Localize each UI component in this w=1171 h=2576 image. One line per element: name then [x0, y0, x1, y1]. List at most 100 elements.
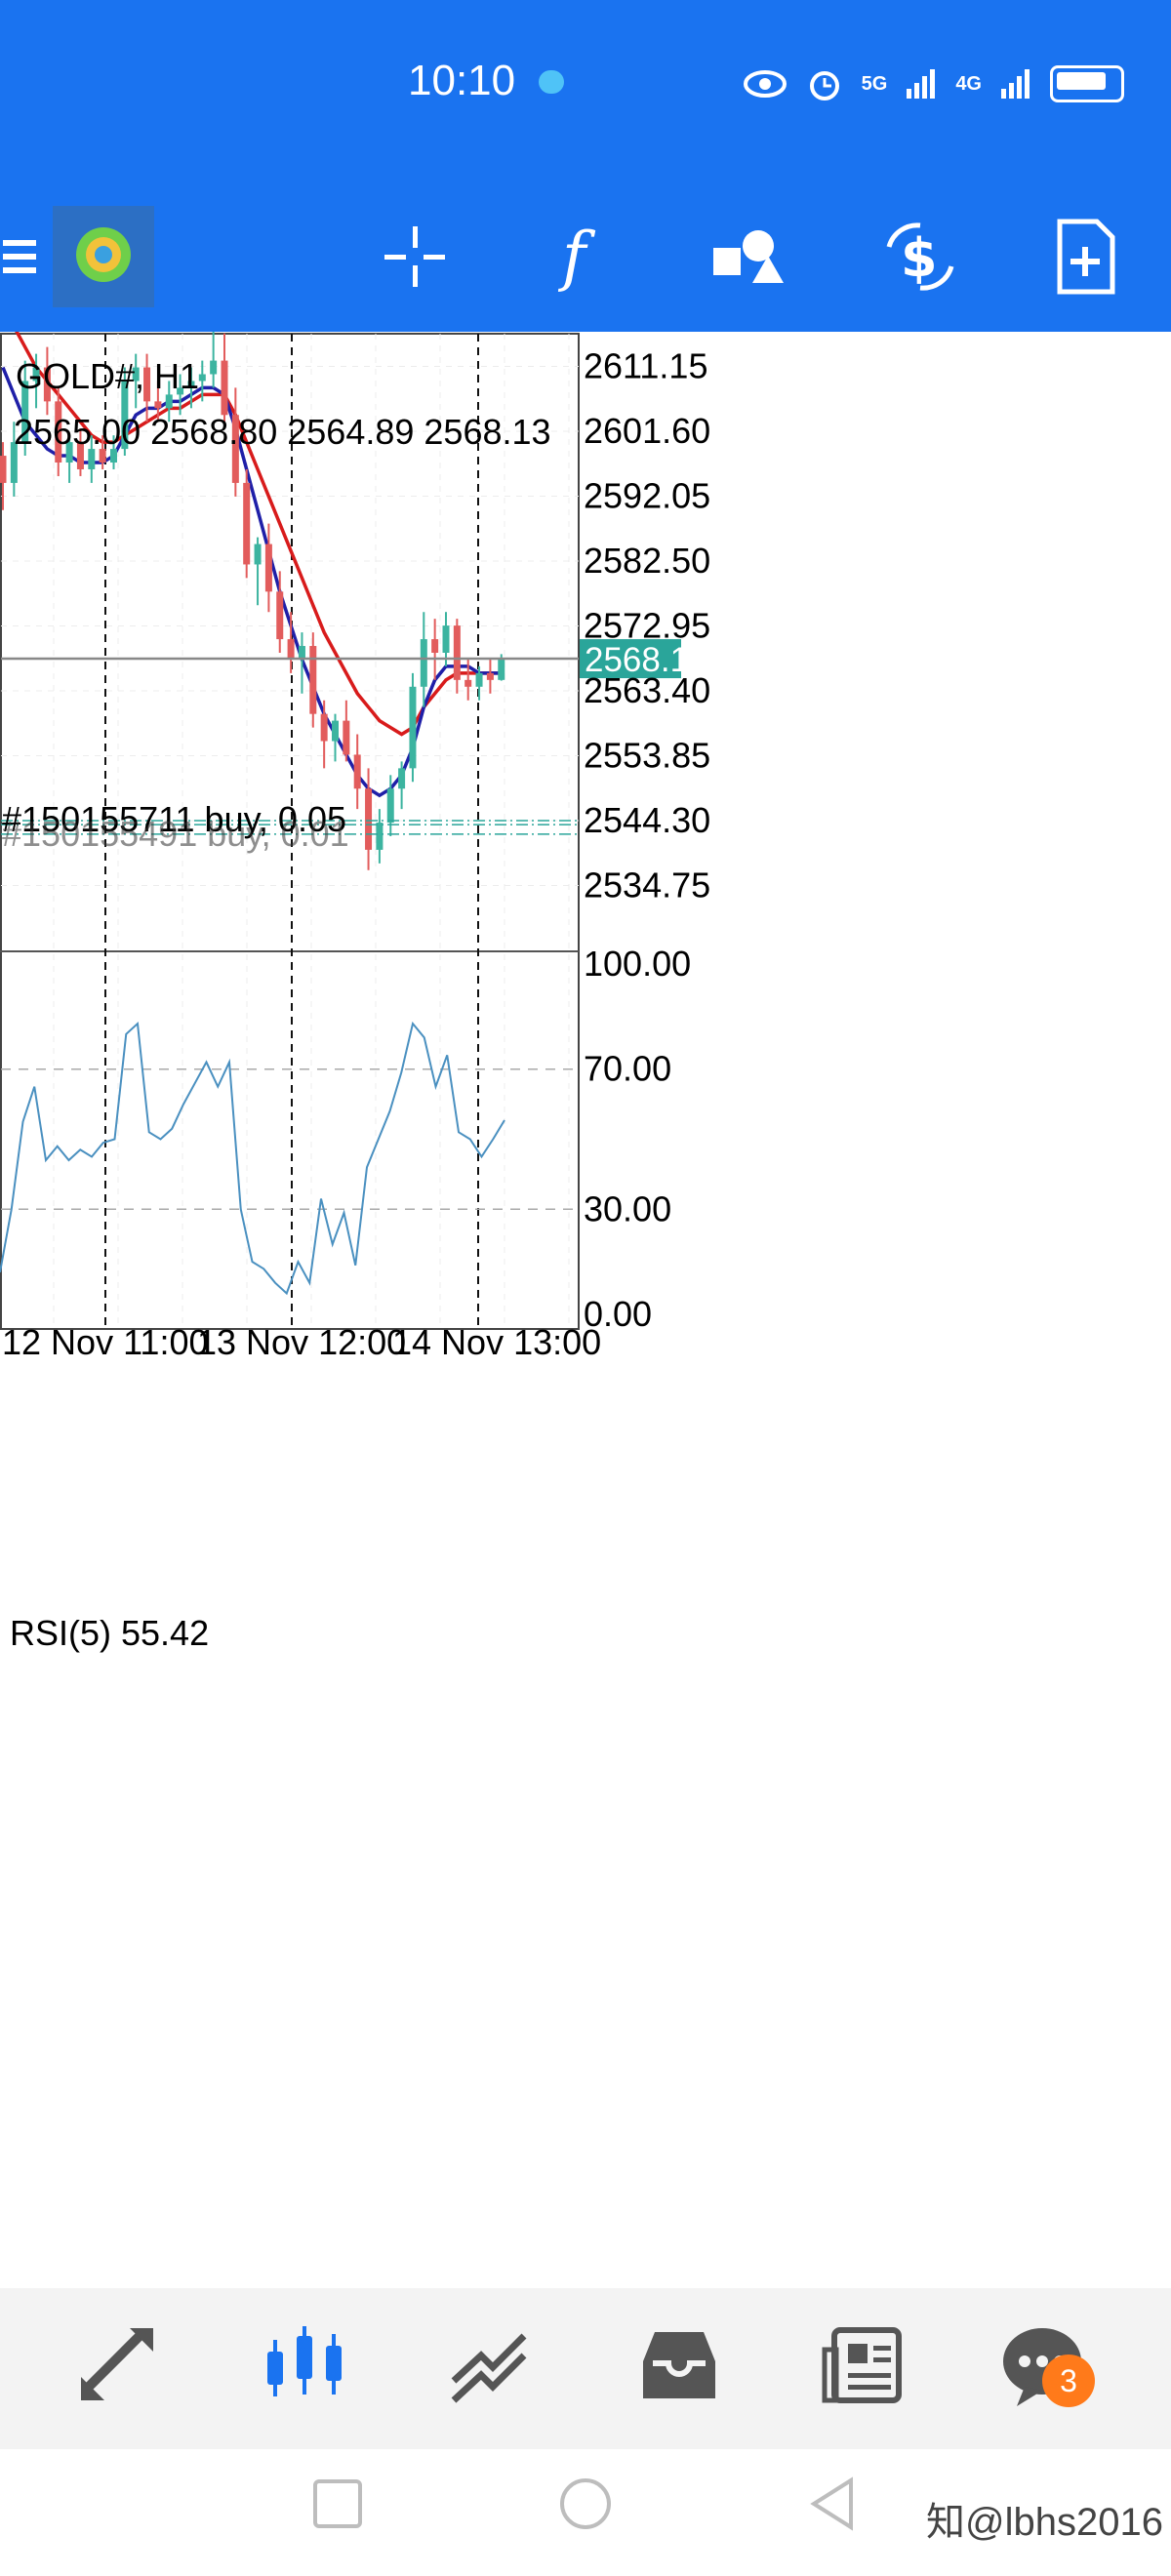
candle-body: [121, 381, 129, 450]
candle-body: [376, 823, 384, 850]
network-5g-label: 5G: [861, 72, 888, 95]
trade-icon: [451, 2333, 527, 2403]
nav-chat[interactable]: 3: [986, 2308, 1103, 2425]
candle-body: [143, 367, 151, 402]
price-tick: 2611.15: [584, 345, 707, 385]
candles: [0, 326, 505, 870]
news-icon: [822, 2327, 902, 2403]
candle-body: [475, 672, 483, 687]
nav-history[interactable]: [621, 2308, 738, 2425]
candle-body: [464, 679, 472, 687]
candle-body: [55, 401, 62, 463]
order-lines: 2568.13 #150155711 buy, 0.05#150155491 bu…: [1, 639, 708, 854]
svg-text:$: $: [901, 227, 938, 289]
candle-body: [88, 449, 96, 469]
candle-body: [132, 367, 140, 382]
candle-body: [99, 449, 106, 463]
network-4g-label: 4G: [955, 72, 982, 95]
candle-body: [398, 768, 406, 789]
candle-body: [110, 449, 117, 463]
watermark: 知@lbhs2016: [926, 2501, 1163, 2544]
current-price-label: 2568.13: [585, 641, 708, 679]
candle-body: [332, 720, 339, 742]
quotes-icon: [81, 2328, 153, 2400]
candle-body: [198, 374, 206, 382]
ma-blue-line: [1, 366, 502, 798]
price-tick: 2553.85: [584, 735, 710, 775]
new-order-icon[interactable]: [1042, 203, 1130, 310]
crosshair-icon[interactable]: [371, 203, 459, 310]
candle-body: [65, 442, 73, 463]
signal-icon-1: [907, 69, 936, 99]
candle-body: [343, 720, 350, 755]
candle-body: [243, 482, 251, 565]
objects-icon[interactable]: [705, 203, 792, 310]
candle-body: [43, 367, 51, 402]
candle-body: [264, 543, 272, 592]
status-bar: 10:10 5G 4G: [0, 0, 1171, 185]
price-tick: 2534.75: [584, 865, 710, 905]
grid-layer: [0, 236, 580, 1330]
candle-body: [76, 442, 84, 469]
alarm-icon: [809, 71, 839, 101]
candle-body: [154, 401, 162, 409]
candle-body: [486, 672, 494, 680]
candle-body: [420, 639, 427, 687]
time-tick: 14 Nov 13:00: [392, 1322, 601, 1362]
nav-chart[interactable]: [246, 2308, 363, 2425]
status-icons: 5G 4G: [743, 64, 1124, 103]
candle-body: [254, 543, 262, 565]
system-nav: [0, 2449, 1171, 2576]
price-tick: 2601.60: [584, 411, 710, 451]
candle-body: [165, 394, 173, 409]
candle-body: [386, 788, 394, 824]
rsi-tick: 30.00: [584, 1188, 671, 1228]
price-tick: 2592.05: [584, 475, 710, 515]
rsi-line: [0, 1021, 505, 1296]
trade-icon[interactable]: $: [876, 203, 964, 310]
chat-badge: 3: [1042, 2355, 1095, 2407]
plot-frame: [0, 333, 580, 1330]
rsi-tick: 100.00: [584, 944, 691, 984]
app-logo[interactable]: [51, 203, 156, 310]
candle-body: [498, 659, 505, 680]
battery-icon: [1050, 65, 1124, 102]
candle-body: [221, 360, 228, 416]
price-tick: 2544.30: [584, 800, 710, 840]
nav-trade[interactable]: [431, 2308, 548, 2425]
rsi-tick: 0.00: [584, 1294, 652, 1334]
home-icon[interactable]: [556, 2475, 615, 2533]
nav-quotes[interactable]: [61, 2308, 178, 2425]
candle-body: [231, 415, 239, 483]
back-icon[interactable]: [806, 2475, 861, 2533]
candle-body: [409, 686, 417, 769]
candle-body: [10, 442, 18, 483]
recent-apps-icon[interactable]: [310, 2476, 365, 2531]
indicator-icon[interactable]: f: [537, 203, 625, 310]
bottom-nav: 3: [0, 2288, 1171, 2449]
candle-body: [453, 625, 461, 680]
candle-body: [177, 387, 184, 395]
candle-body: [431, 639, 439, 653]
candle-body: [210, 360, 218, 375]
price-tick: 2572.95: [584, 605, 710, 645]
order-label: #150155491 buy, 0.01: [2, 814, 349, 854]
rsi-indicator: [0, 1021, 505, 1296]
nav-news[interactable]: [806, 2308, 923, 2425]
candle-body: [353, 754, 361, 789]
candle-body: [32, 367, 40, 382]
candle-body: [442, 625, 450, 653]
message-notification-icon: [539, 70, 564, 94]
time-tick: 13 Nov 12:00: [197, 1322, 406, 1362]
chart-icon: [267, 2326, 342, 2396]
ma-red-line: [1, 299, 502, 737]
chart-svg[interactable]: 2568.13 #150155711 buy, 0.05#150155491 bu…: [0, 217, 1171, 2234]
rsi-tick: 70.00: [584, 1049, 671, 1089]
order-label: #150155711 buy, 0.05: [2, 799, 346, 839]
current-price-tag: [580, 639, 681, 679]
menu-icon[interactable]: [0, 203, 66, 310]
toolbar: f $: [0, 185, 1171, 332]
chart-area[interactable]: 2568.13 #150155711 buy, 0.05 #150155491 bu…: [0, 217, 1171, 2234]
price-tick: 2582.50: [584, 541, 710, 581]
svg-text:f: f: [557, 219, 596, 294]
